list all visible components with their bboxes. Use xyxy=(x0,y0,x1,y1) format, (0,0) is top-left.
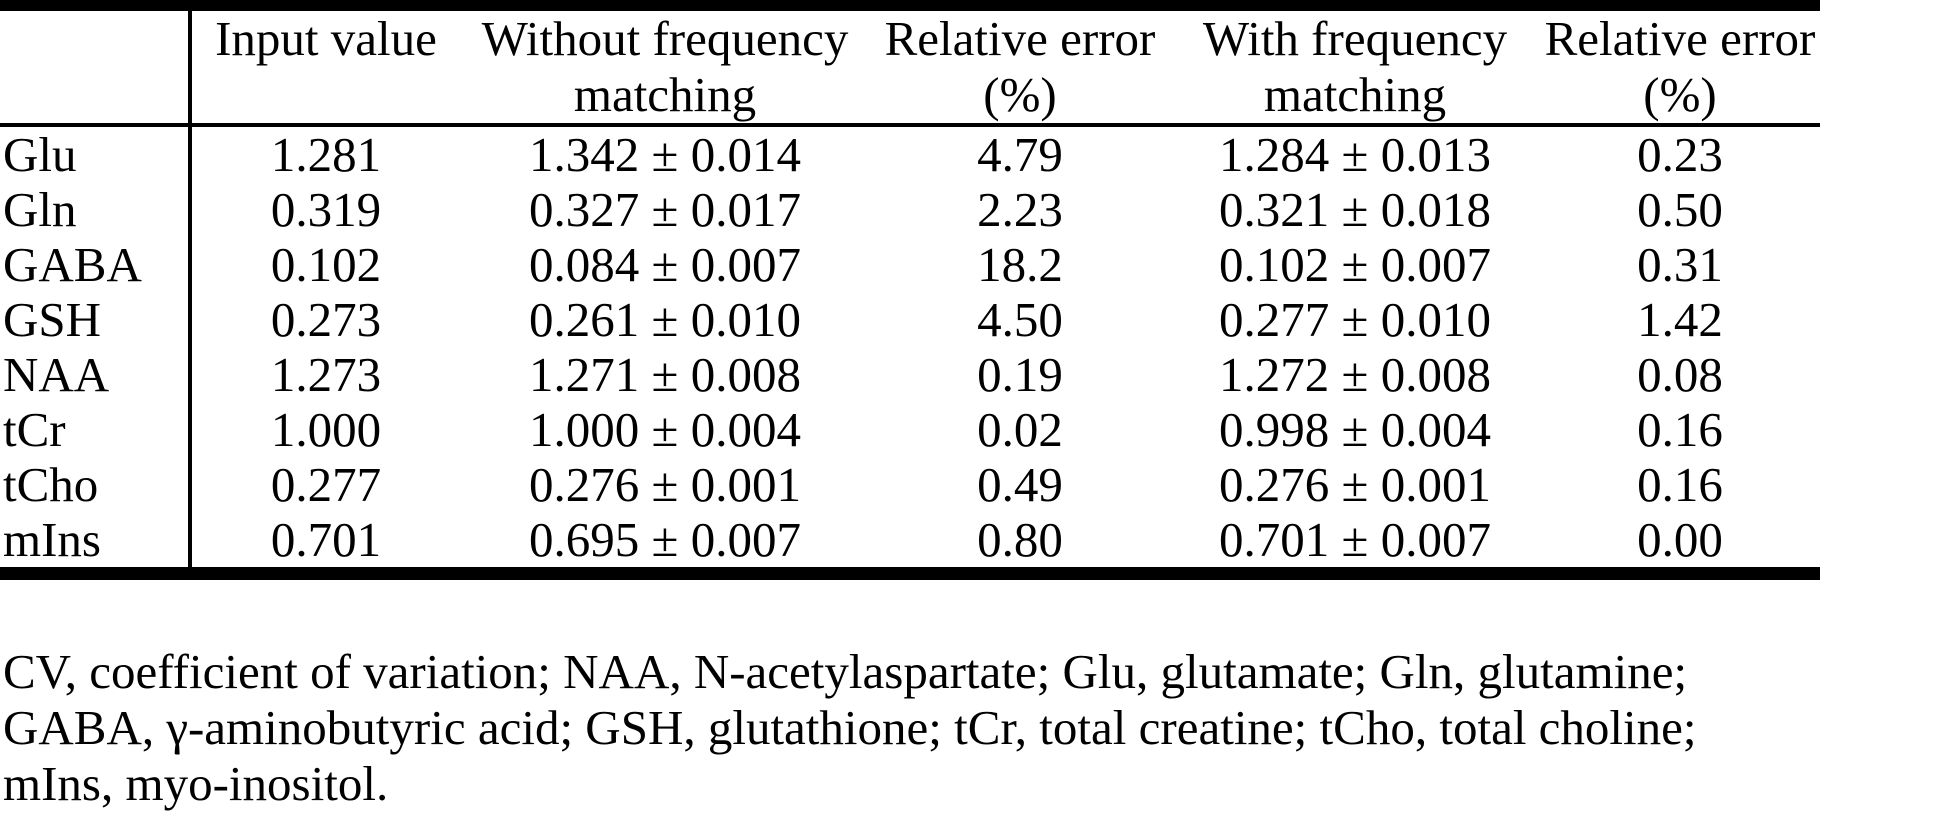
rel-err-without-cell: 4.79 xyxy=(977,127,1063,182)
rel-err-with-cell: 1.42 xyxy=(1637,292,1723,347)
with-fm-cell: 0.321 ± 0.018 xyxy=(1219,182,1491,237)
with-fm-cell: 0.701 ± 0.007 xyxy=(1219,512,1491,567)
rel-err-without-cell: 2.23 xyxy=(977,182,1063,237)
with-fm-cell: 0.102 ± 0.007 xyxy=(1219,237,1491,292)
metabolite-name: tCr xyxy=(0,402,192,457)
column-header-rel-err-1-line1: Relative error xyxy=(884,11,1156,66)
header-row: Input value Without frequency matching R… xyxy=(0,5,1820,127)
column-header-input-value: Input value xyxy=(190,5,460,127)
rel-err-without-cell: 0.80 xyxy=(977,512,1063,567)
column-header-relative-error-1: Relative error (%) xyxy=(870,5,1170,127)
column-header-with-fm-line1: With frequency xyxy=(1202,11,1508,66)
table-row-tcho: tCho 0.277 0.276 ± 0.001 0.49 0.276 ± 0.… xyxy=(0,457,1820,512)
without-fm-cell: 1.342 ± 0.014 xyxy=(529,127,801,182)
without-fm-cell: 1.000 ± 0.004 xyxy=(529,402,801,457)
without-fm-cell: 1.271 ± 0.008 xyxy=(529,347,801,402)
rel-err-with-cell: 0.08 xyxy=(1637,347,1723,402)
column-header-without-fm-line2: matching xyxy=(573,67,757,122)
rel-err-with-cell: 0.00 xyxy=(1637,512,1723,567)
table-row-glu: Glu 1.281 1.342 ± 0.014 4.79 1.284 ± 0.0… xyxy=(0,125,1820,182)
rel-err-with-cell: 0.16 xyxy=(1637,457,1723,512)
footnote-line: mIns, myo-inositol. xyxy=(3,756,389,811)
table-row-mins: mIns 0.701 0.695 ± 0.007 0.80 0.701 ± 0.… xyxy=(0,512,1820,574)
rel-err-with-cell: 0.50 xyxy=(1637,182,1723,237)
column-header-input-value-label: Input value xyxy=(215,11,437,66)
column-header-without-frequency-matching: Without frequency matching xyxy=(460,5,870,127)
input-value-cell: 1.273 xyxy=(270,347,382,402)
rel-err-with-cell: 0.16 xyxy=(1637,402,1723,457)
rel-err-without-cell: 18.2 xyxy=(977,237,1063,292)
table-row-gsh: GSH 0.273 0.261 ± 0.010 4.50 0.277 ± 0.0… xyxy=(0,292,1820,347)
without-fm-cell: 0.695 ± 0.007 xyxy=(529,512,801,567)
input-value-cell: 0.277 xyxy=(270,457,382,512)
column-header-rel-err-1-line2: (%) xyxy=(983,67,1057,122)
rel-err-without-cell: 0.49 xyxy=(977,457,1063,512)
with-fm-cell: 1.272 ± 0.008 xyxy=(1219,347,1491,402)
metabolite-name: Gln xyxy=(0,182,192,237)
metabolite-name: Glu xyxy=(0,125,192,182)
input-value-cell: 1.281 xyxy=(270,127,382,182)
with-fm-cell: 1.284 ± 0.013 xyxy=(1219,127,1491,182)
column-header-rel-err-2-line1: Relative error xyxy=(1544,11,1816,66)
column-header-without-fm-line1: Without frequency xyxy=(481,11,849,66)
with-fm-cell: 0.276 ± 0.001 xyxy=(1219,457,1491,512)
with-fm-cell: 0.277 ± 0.010 xyxy=(1219,292,1491,347)
column-header-with-fm-line2: matching xyxy=(1263,67,1447,122)
column-header-with-frequency-matching: With frequency matching xyxy=(1170,5,1540,127)
metabolite-name: GSH xyxy=(0,292,192,347)
column-header-metabolite xyxy=(0,5,192,127)
input-value-cell: 0.273 xyxy=(270,292,382,347)
column-header-rel-err-2-line2: (%) xyxy=(1643,67,1717,122)
input-value-cell: 0.701 xyxy=(270,512,382,567)
table-row-gln: Gln 0.319 0.327 ± 0.017 2.23 0.321 ± 0.0… xyxy=(0,182,1820,237)
with-fm-cell: 0.998 ± 0.004 xyxy=(1219,402,1491,457)
table-footnote: CV, coefficient of variation; NAA, N-ace… xyxy=(0,644,1953,812)
input-value-cell: 0.102 xyxy=(270,237,382,292)
metabolite-name: NAA xyxy=(0,347,192,402)
column-header-relative-error-2: Relative error (%) xyxy=(1540,5,1820,127)
without-fm-cell: 0.084 ± 0.007 xyxy=(529,237,801,292)
without-fm-cell: 0.276 ± 0.001 xyxy=(529,457,801,512)
metabolite-name: GABA xyxy=(0,237,192,292)
rel-err-without-cell: 0.02 xyxy=(977,402,1063,457)
metabolite-name: mIns xyxy=(0,512,192,574)
table-row-gaba: GABA 0.102 0.084 ± 0.007 18.2 0.102 ± 0.… xyxy=(0,237,1820,292)
table-row-tcr: tCr 1.000 1.000 ± 0.004 0.02 0.998 ± 0.0… xyxy=(0,402,1820,457)
without-fm-cell: 0.261 ± 0.010 xyxy=(529,292,801,347)
rel-err-with-cell: 0.31 xyxy=(1637,237,1723,292)
rel-err-without-cell: 4.50 xyxy=(977,292,1063,347)
without-fm-cell: 0.327 ± 0.017 xyxy=(529,182,801,237)
input-value-cell: 0.319 xyxy=(270,182,382,237)
footnote-line: CV, coefficient of variation; NAA, N-ace… xyxy=(3,644,1688,699)
rel-err-without-cell: 0.19 xyxy=(977,347,1063,402)
footnote-line: GABA, γ-aminobutyric acid; GSH, glutathi… xyxy=(3,700,1697,755)
metabolite-quantification-table: Input value Without frequency matching R… xyxy=(0,0,1820,580)
table-row-naa: NAA 1.273 1.271 ± 0.008 0.19 1.272 ± 0.0… xyxy=(0,347,1820,402)
metabolite-name: tCho xyxy=(0,457,192,512)
input-value-cell: 1.000 xyxy=(270,402,382,457)
rel-err-with-cell: 0.23 xyxy=(1637,127,1723,182)
